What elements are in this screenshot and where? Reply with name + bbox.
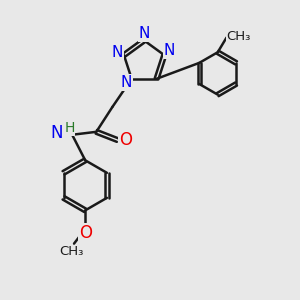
Text: H: H <box>64 121 75 135</box>
Text: N: N <box>121 75 132 90</box>
Text: N: N <box>51 124 63 142</box>
Text: CH₃: CH₃ <box>59 245 83 258</box>
Text: N: N <box>112 45 123 60</box>
Text: N: N <box>138 26 150 41</box>
Text: CH₃: CH₃ <box>227 29 251 43</box>
Text: O: O <box>79 224 92 242</box>
Text: O: O <box>119 131 132 149</box>
Text: N: N <box>164 43 175 58</box>
